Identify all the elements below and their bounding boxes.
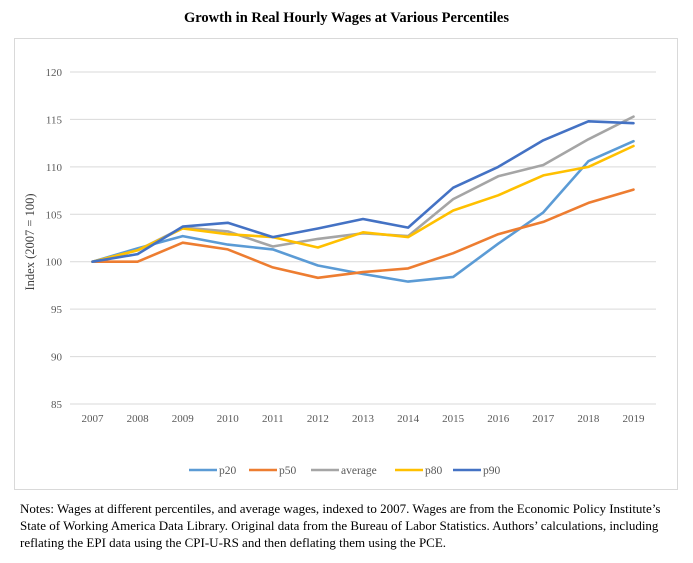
x-tick-label: 2010	[217, 413, 240, 425]
y-tick-label: 85	[51, 399, 63, 411]
series-line-p90	[91, 120, 635, 264]
x-tick-label: 2014	[397, 413, 420, 425]
series-line-p50	[91, 188, 635, 280]
gridlines	[70, 71, 656, 405]
series-line-average	[91, 115, 635, 264]
y-tick-labels: 85 90 95 100 105 110 115 120	[46, 67, 63, 411]
x-tick-label: 2015	[442, 413, 465, 425]
y-axis-label: Index (2007 = 100)	[23, 194, 37, 291]
x-tick-label: 2011	[262, 413, 284, 425]
x-tick-label: 2016	[487, 413, 510, 425]
x-tick-label: 2012	[307, 413, 329, 425]
chart-title: Growth in Real Hourly Wages at Various P…	[183, 10, 510, 26]
x-tick-label: 2018	[577, 413, 600, 425]
x-tick-label: 2007	[82, 413, 105, 425]
chart-notes: Notes: Wages at different percentiles, a…	[20, 501, 661, 550]
x-tick-label: 2009	[172, 413, 195, 425]
legend-label-p90: p90	[483, 465, 501, 477]
series-line-p20	[91, 139, 635, 283]
series-line-p80	[91, 144, 635, 264]
x-tick-label: 2013	[352, 413, 375, 425]
x-tick-labels: 2007 2008 2009 2010 2011 2012 2013 2014 2015 2016…	[82, 413, 645, 425]
x-tick-label: 2008	[127, 413, 150, 425]
legend-label-average: average	[341, 465, 377, 477]
x-tick-label: 2017	[532, 413, 555, 425]
legend: p20 p50 average p80 p90	[189, 465, 501, 477]
chart-frame	[14, 38, 678, 490]
x-tick-label: 2019	[622, 413, 645, 425]
legend-label-p20: p20	[219, 465, 237, 477]
y-tick-label: 90	[51, 352, 63, 364]
legend-label-p50: p50	[279, 465, 297, 477]
y-tick-label: 100	[46, 257, 63, 269]
legend-label-p80: p80	[425, 465, 443, 477]
y-tick-label: 95	[51, 304, 63, 316]
y-tick-label: 115	[46, 114, 63, 126]
series-lines	[91, 115, 635, 283]
y-tick-label: 105	[46, 209, 63, 221]
y-tick-label: 120	[46, 67, 63, 79]
y-tick-label: 110	[46, 162, 63, 174]
